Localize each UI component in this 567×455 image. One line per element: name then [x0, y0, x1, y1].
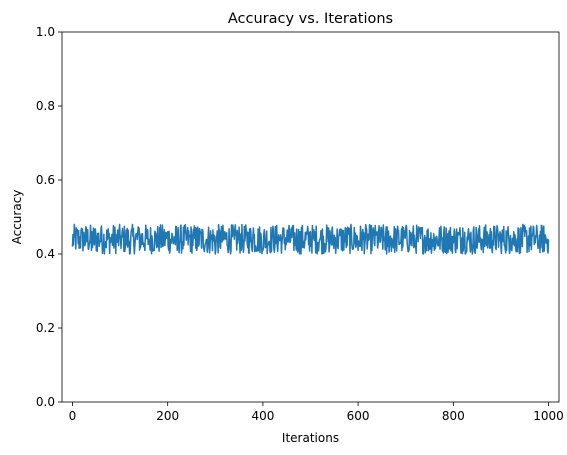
plot-frame — [61, 31, 560, 403]
x-tick-label: 400 — [251, 409, 274, 423]
x-tick-label: 1000 — [533, 409, 564, 423]
chart-title: Accuracy vs. Iterations — [228, 11, 393, 27]
plot-area — [61, 31, 560, 403]
x-axis-label: Iterations — [282, 431, 339, 445]
y-tick-label: 0.8 — [36, 99, 55, 113]
x-tick-label: 0 — [69, 409, 77, 423]
series-line — [71, 223, 550, 255]
y-axis: 0.0 0.2 0.4 0.6 0.8 1.0 — [36, 25, 62, 409]
x-axis: 0 200 400 600 800 1000 — [69, 402, 564, 423]
y-tick-label: 0.6 — [36, 173, 55, 187]
x-tick-label: 800 — [442, 409, 465, 423]
y-axis-label: Accuracy — [10, 190, 24, 245]
y-tick-label: 0.4 — [36, 247, 55, 261]
x-tick-label: 200 — [156, 409, 179, 423]
series-layer — [71, 223, 550, 255]
y-tick-label: 0.0 — [36, 395, 55, 409]
plot-background — [62, 32, 559, 402]
y-tick-label: 0.2 — [36, 321, 55, 335]
y-tick-label: 1.0 — [36, 25, 55, 39]
x-tick-label: 600 — [347, 409, 370, 423]
